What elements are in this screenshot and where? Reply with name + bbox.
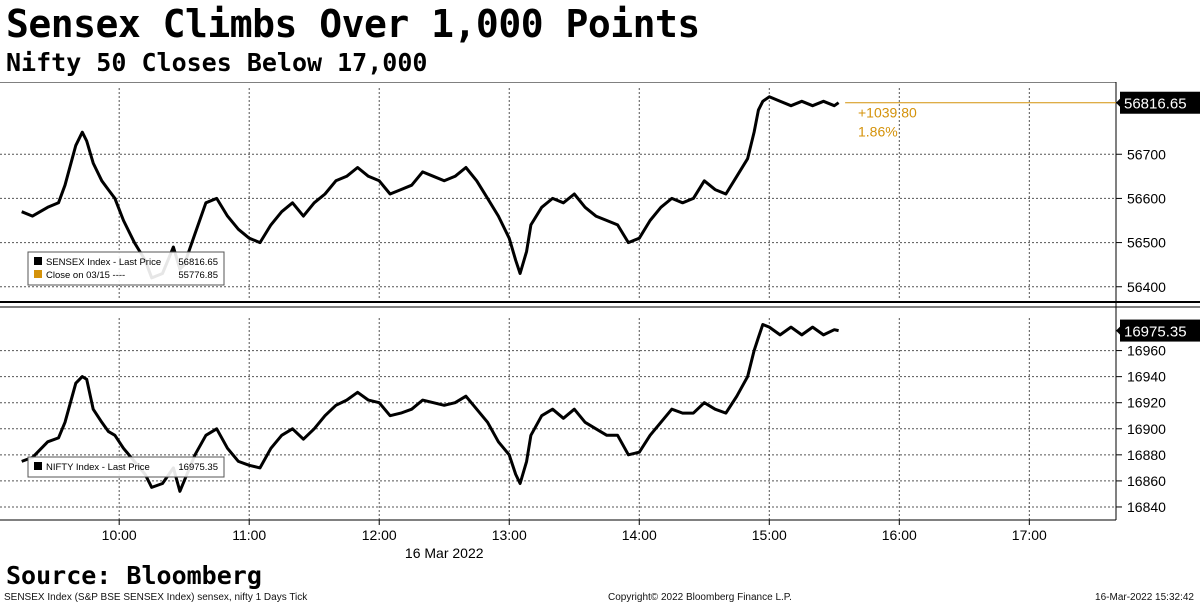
x-tick-label: 13:00: [492, 527, 527, 543]
footer-index-description: SENSEX Index (S&P BSE SENSEX Index) sens…: [4, 592, 308, 603]
x-tick-label: 16:00: [882, 527, 917, 543]
x-tick-label: 12:00: [362, 527, 397, 543]
chart-title: Sensex Climbs Over 1,000 Points: [6, 2, 700, 46]
last-price-box: [1120, 319, 1200, 342]
legend-label: SENSEX Index - Last Price: [46, 257, 161, 268]
footer-timestamp: 16-Mar-2022 15:32:42: [1095, 592, 1194, 603]
x-tick-label: 14:00: [622, 527, 657, 543]
last-price-pointer: [1116, 97, 1121, 108]
change-percent-label: 1.86%: [858, 124, 898, 140]
y-tick-label: 56700: [1127, 146, 1166, 162]
last-price-pointer: [1116, 325, 1121, 336]
x-tick-label: 10:00: [102, 527, 137, 543]
source-label: Source: Bloomberg: [6, 561, 262, 590]
x-date-label: 16 Mar 2022: [405, 545, 484, 560]
last-price-box: [1120, 91, 1200, 114]
x-tick-label: 15:00: [752, 527, 787, 543]
footer-copyright: Copyright© 2022 Bloomberg Finance L.P.: [608, 592, 792, 603]
legend-marker: [34, 270, 42, 278]
change-points-label: +1039.80: [858, 105, 917, 121]
x-tick-label: 17:00: [1012, 527, 1047, 543]
legend-value: 55776.85: [178, 270, 218, 281]
legend-marker: [34, 462, 42, 470]
legend-label: Close on 03/15 ----: [46, 270, 125, 281]
chart-area: 10:00 11:00 12:00 13:00 14:00 15:00 16:00 17:00…: [0, 82, 1200, 560]
y-tick-label: 56600: [1127, 190, 1166, 206]
legend-value: 16975.35: [178, 462, 218, 473]
y-tick-label: 16860: [1127, 473, 1166, 489]
legend-box: [27, 456, 225, 478]
y-tick-label: 16880: [1127, 447, 1166, 463]
chart-subtitle: Nifty 50 Closes Below 17,000: [6, 48, 428, 77]
legend-box: [27, 251, 225, 286]
legend-value: 56816.65: [178, 257, 218, 268]
sensex-price-line: [21, 95, 840, 280]
x-tick-label: 11:00: [232, 527, 266, 543]
y-tick-label: 16940: [1127, 369, 1166, 385]
legend-marker: [34, 257, 42, 265]
y-tick-label: 16960: [1127, 343, 1166, 359]
last-price-label: 16975.35: [1124, 324, 1187, 341]
y-tick-label: 56400: [1127, 279, 1166, 295]
legend-label: NIFTY Index - Last Price: [46, 462, 150, 473]
y-tick-label: 16920: [1127, 395, 1166, 411]
y-tick-label: 16900: [1127, 421, 1166, 437]
y-tick-label: 16840: [1127, 499, 1166, 515]
y-tick-label: 56500: [1127, 235, 1166, 251]
last-price-label: 56816.65: [1124, 96, 1187, 113]
